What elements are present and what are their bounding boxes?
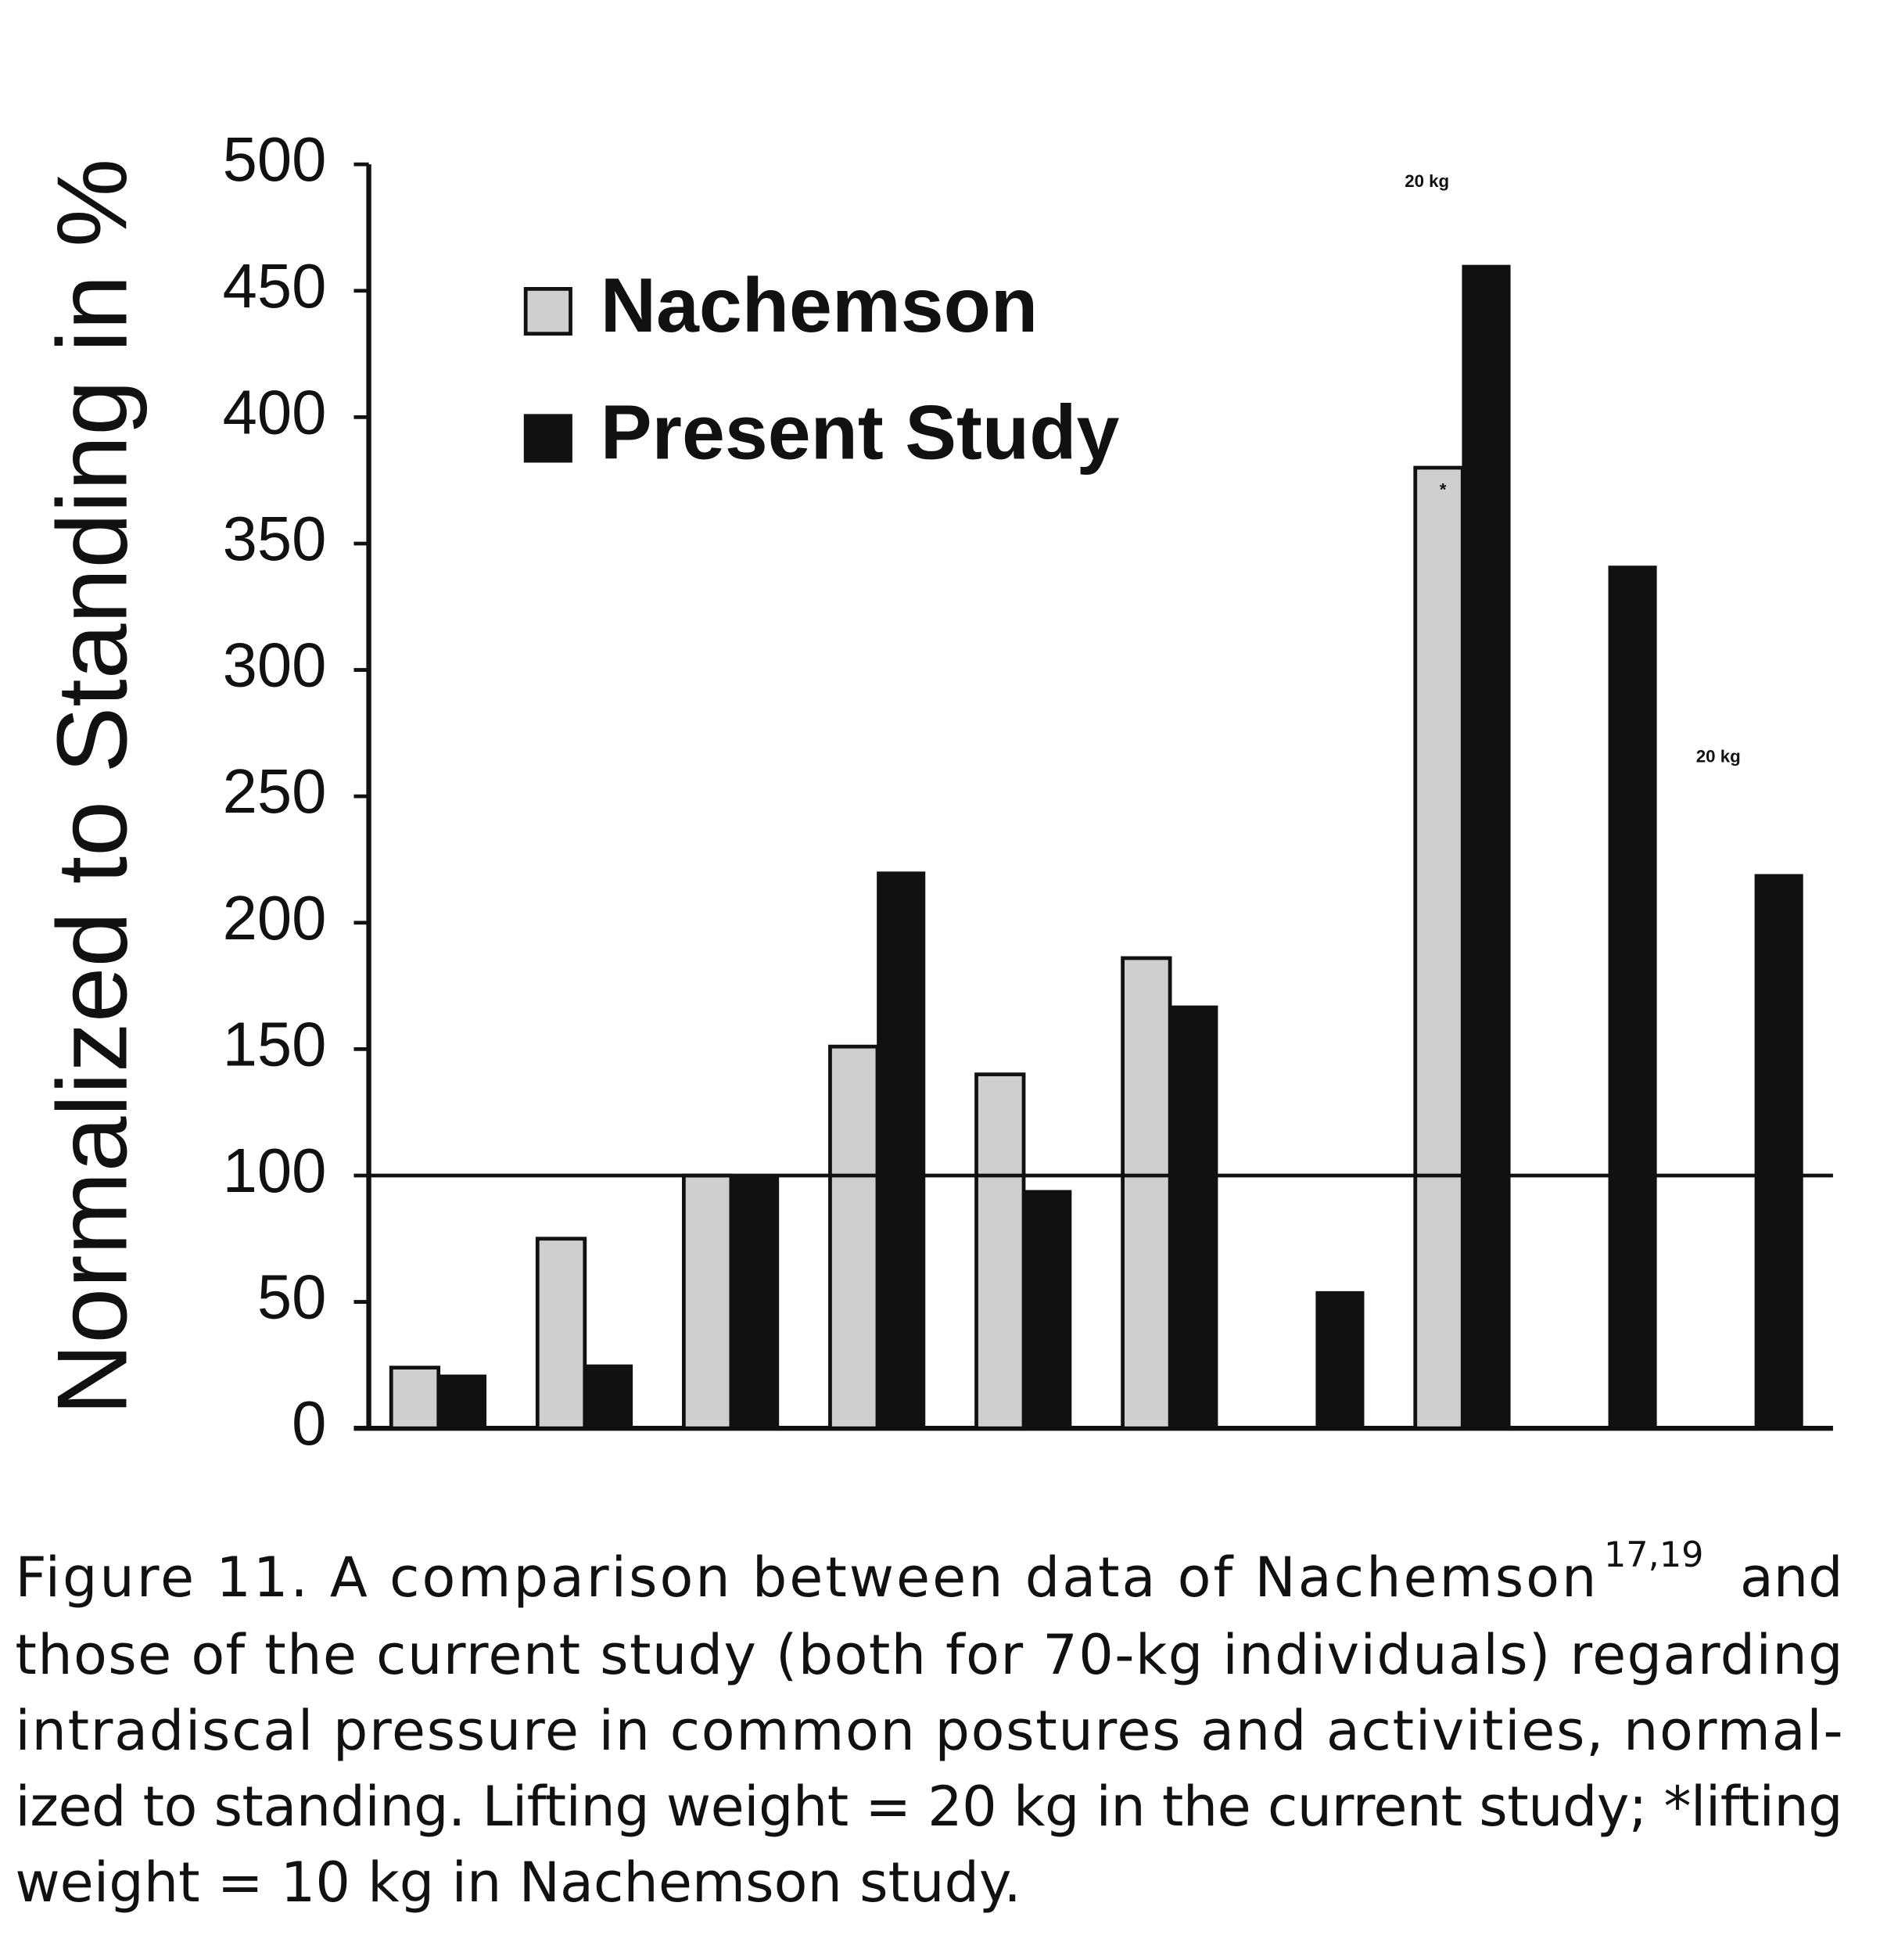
bar (584, 1364, 633, 1429)
y-tick-label: 450 (223, 251, 327, 321)
bar (1121, 956, 1172, 1431)
caption-line: Figure 11. A comparison between data of … (15, 1545, 1596, 1610)
y-tick-label: 250 (223, 756, 327, 826)
y-tick-label: 150 (223, 1009, 327, 1079)
y-tick-label: 100 (223, 1136, 327, 1205)
annotation: * (1440, 480, 1447, 500)
bar (1315, 1291, 1365, 1429)
bar (974, 1072, 1026, 1431)
bar (1608, 565, 1657, 1429)
bar (828, 1044, 880, 1431)
caption-line: weight = 10 kg in Nachemson study. (15, 1851, 1021, 1915)
legend-swatch (523, 286, 572, 336)
y-axis-label: Normalized to Standing in % (36, 159, 147, 1416)
bar (437, 1374, 487, 1429)
caption-line: intradiscal pressure in common postures … (15, 1699, 1842, 1763)
bar (877, 871, 926, 1429)
annotation: 20 kg (1405, 171, 1449, 191)
bar (1462, 264, 1511, 1429)
bar (730, 1175, 780, 1429)
bar (1023, 1190, 1072, 1429)
y-tick-label: 0 (292, 1388, 326, 1458)
y-tick-label: 200 (223, 883, 327, 953)
y-tick-label: 400 (223, 377, 327, 447)
y-tick-label: 350 (223, 504, 327, 573)
legend-swatch (523, 414, 572, 463)
bar (1413, 465, 1465, 1431)
caption-superscript: 17,19 (1604, 1535, 1704, 1575)
legend-label: Nachemson (601, 262, 1039, 348)
bar (1169, 1005, 1218, 1429)
bar (535, 1237, 587, 1431)
bar (1754, 874, 1803, 1429)
y-tick-label: 300 (223, 630, 327, 700)
bar (681, 1173, 734, 1431)
caption-line: those of the current study (both for 70-… (15, 1623, 1842, 1687)
legend-label: Present Study (601, 389, 1120, 476)
bar (389, 1366, 441, 1431)
annotation: 20 kg (1696, 746, 1741, 766)
y-tick-label: 50 (257, 1262, 327, 1332)
caption-line: and (1740, 1545, 1843, 1610)
y-tick-label: 500 (223, 124, 327, 194)
caption-line: ized to standing. Lifting weight = 20 kg… (15, 1775, 1842, 1839)
